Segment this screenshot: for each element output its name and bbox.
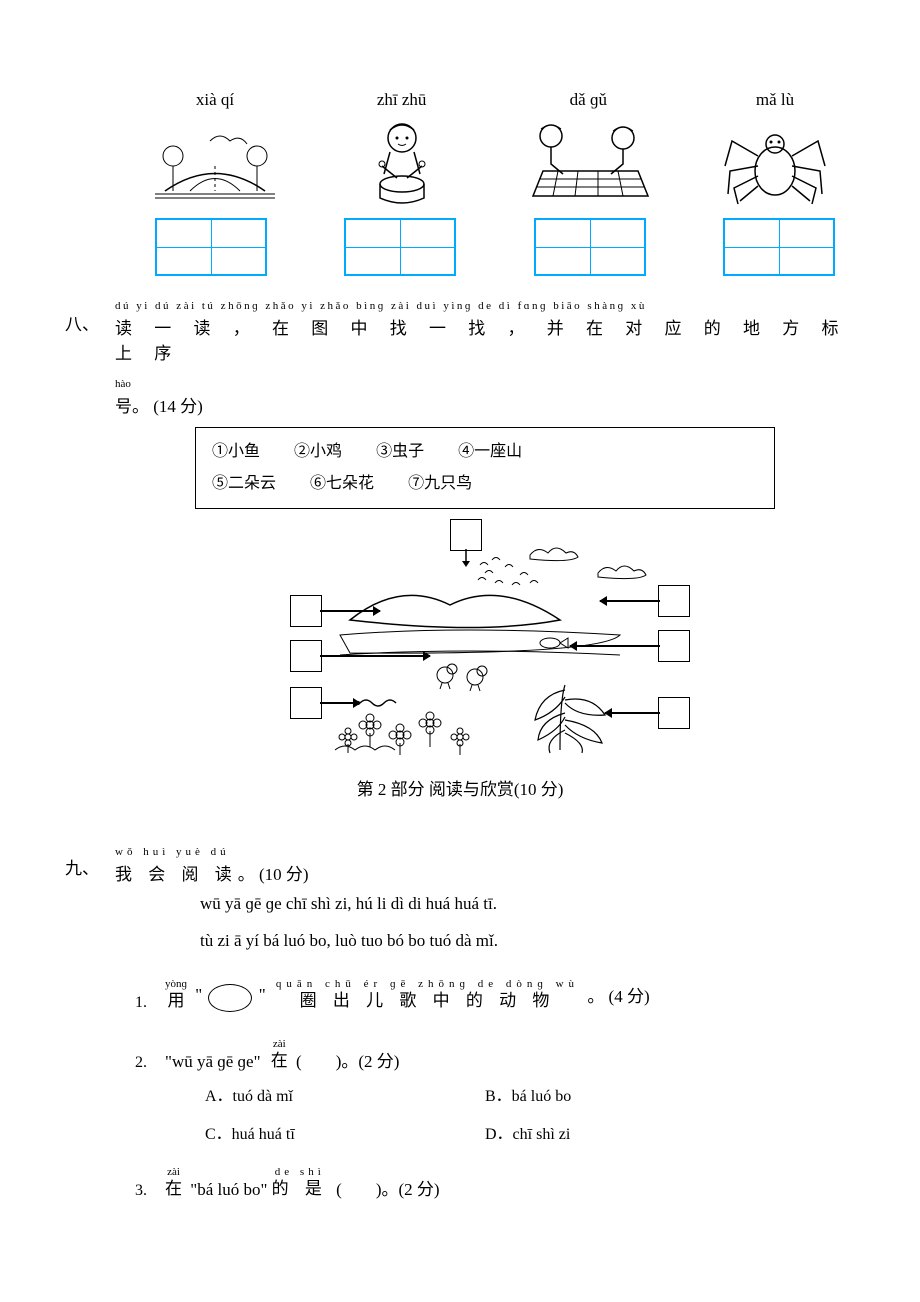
exercise8-scene xyxy=(220,525,700,755)
image-spider xyxy=(715,116,835,208)
reading-line-2: tù zi ā yí bá luó bo, luò tuo bó bo tuó … xyxy=(200,922,855,959)
exercise7-images-row xyxy=(155,116,835,208)
label-box-l1[interactable] xyxy=(290,595,322,627)
instr2-points: 。 (14 分) xyxy=(132,397,203,416)
ex9-title-text: 我 会 阅 读 xyxy=(115,865,238,884)
exercise7-grids-row xyxy=(155,218,835,276)
q2-blank: ( )。(2 分) xyxy=(296,1052,399,1071)
label-box-l2[interactable] xyxy=(290,640,322,672)
word-5: ⑤二朵云 xyxy=(212,468,276,500)
exercise9-q2: 2. "wū yā ɡē ɡe" zài 在 ( )。(2 分) xyxy=(135,1038,855,1072)
word-3: ③虫子 xyxy=(376,436,424,468)
q1-pre: yònɡ 用 xyxy=(165,978,187,1012)
reading-line-1: wū yā ɡē ɡe chī shì zi, hú li dì di huá … xyxy=(200,885,855,922)
image-boy-drum xyxy=(342,116,462,208)
q2-opt-d[interactable]: D．chī shì zi xyxy=(485,1120,765,1144)
part2-title: 第 2 部分 阅读与欣赏(10 分) xyxy=(65,775,855,800)
q3-mid: "bá luó bo" xyxy=(190,1180,271,1199)
tian-grid-2[interactable] xyxy=(344,218,456,276)
arrow-l1 xyxy=(320,610,380,612)
pinyin-1: xià qí xyxy=(155,90,275,110)
q3-zai: zài 在 xyxy=(165,1166,182,1200)
q2-zai: zài 在 xyxy=(271,1038,288,1072)
exercise9-number: 九、 xyxy=(65,840,115,879)
arrow-l2 xyxy=(320,655,430,657)
q2-quote: "wū yā ɡē ɡe" xyxy=(165,1052,261,1071)
oval-icon xyxy=(208,984,252,1012)
arrow-r3 xyxy=(605,712,660,714)
exercise9-title: wǒ huì yuè dú 我 会 阅 读。 (10 分) xyxy=(115,840,855,885)
arrow-r1 xyxy=(600,600,660,602)
exercise9-reading: wū yā ɡē ɡe chī shì zi, hú li dì di huá … xyxy=(200,885,855,960)
ex9-points: 。 (10 分) xyxy=(238,865,309,884)
exercise9-q3: 3. zài 在 "bá luó bo" de shì 的 是 ( )。(2 分… xyxy=(135,1166,855,1200)
exercise8-word-box: ①小鱼 ②小鸡 ③虫子 ④一座山 ⑤二朵云 ⑥七朵花 ⑦九只鸟 xyxy=(195,427,775,509)
q3-blank: ( )。(2 分) xyxy=(336,1180,439,1199)
word-1: ①小鱼 xyxy=(212,436,260,468)
tian-grid-3[interactable] xyxy=(534,218,646,276)
quote-close-icon: " xyxy=(259,985,266,1004)
instr-text: 读 一 读 ， 在 图 中 找 一 找 ， 并 在 对 应 的 地 方 标 上 … xyxy=(115,319,848,363)
instr-pinyin: dú yi dú zài tú zhōnɡ zhǎo yi zhǎo bìnɡ … xyxy=(115,300,647,312)
label-box-l3[interactable] xyxy=(290,687,322,719)
tian-grid-1[interactable] xyxy=(155,218,267,276)
q3-de: de shì 的 是 xyxy=(272,1166,328,1200)
exercise7-pinyin-row: xià qí zhī zhū dǎ ɡǔ mǎ lù xyxy=(155,90,835,110)
q2-num: 2. xyxy=(135,1054,165,1072)
exercise8: 八、 dú yi dú zài tú zhōnɡ zhǎo yi zhǎo bì… xyxy=(65,294,855,417)
exercise9-q1: 1. yònɡ 用 " " quān chū ér ɡē zhōnɡ de dò… xyxy=(135,978,855,1012)
tian-grid-4[interactable] xyxy=(723,218,835,276)
pinyin-3: dǎ ɡǔ xyxy=(528,90,648,110)
exercise8-instruction-line2: hào 号。 (14 分) xyxy=(115,372,855,417)
word-7: ⑦九只鸟 xyxy=(408,468,472,500)
ex9-title-pinyin: wǒ huì yuè dú xyxy=(115,846,230,858)
arrow-r2 xyxy=(570,645,660,647)
q1-points: 。 (4 分) xyxy=(587,987,649,1006)
exercise9-q2-options: A．tuó dà mǐ B．bá luó bo C．huá huá tī D．c… xyxy=(205,1082,855,1144)
image-play-chess xyxy=(528,116,648,208)
exercise9: 九、 wǒ huì yuè dú 我 会 阅 读。 (10 分) xyxy=(65,840,855,885)
pinyin-2: zhī zhū xyxy=(342,90,462,110)
q3-num: 3. xyxy=(135,1182,165,1200)
q1-post: quān chū ér ɡē zhōnɡ de dònɡ wù 圈 出 儿 歌 … xyxy=(276,978,579,1012)
label-box-r1[interactable] xyxy=(658,585,690,617)
q2-opt-b[interactable]: B．bá luó bo xyxy=(485,1082,765,1106)
instr2-text: 号 xyxy=(115,397,132,416)
exercise8-number: 八、 xyxy=(65,294,115,335)
image-road xyxy=(155,116,275,208)
q2-opt-c[interactable]: C．huá huá tī xyxy=(205,1120,485,1144)
arrow-l3 xyxy=(320,702,360,704)
pinyin-4: mǎ lù xyxy=(715,90,835,110)
q1-num: 1. xyxy=(135,994,165,1012)
quote-open-icon: " xyxy=(195,985,202,1004)
instr2-pinyin: hào xyxy=(115,378,131,390)
word-4: ④一座山 xyxy=(458,436,522,468)
exercise8-instruction-line1: dú yi dú zài tú zhōnɡ zhǎo yi zhǎo bìnɡ … xyxy=(115,294,855,364)
word-6: ⑥七朵花 xyxy=(310,468,374,500)
label-box-top[interactable] xyxy=(450,519,482,551)
label-box-r2[interactable] xyxy=(658,630,690,662)
label-box-r3[interactable] xyxy=(658,697,690,729)
word-2: ②小鸡 xyxy=(294,436,342,468)
q2-opt-a[interactable]: A．tuó dà mǐ xyxy=(205,1082,485,1106)
